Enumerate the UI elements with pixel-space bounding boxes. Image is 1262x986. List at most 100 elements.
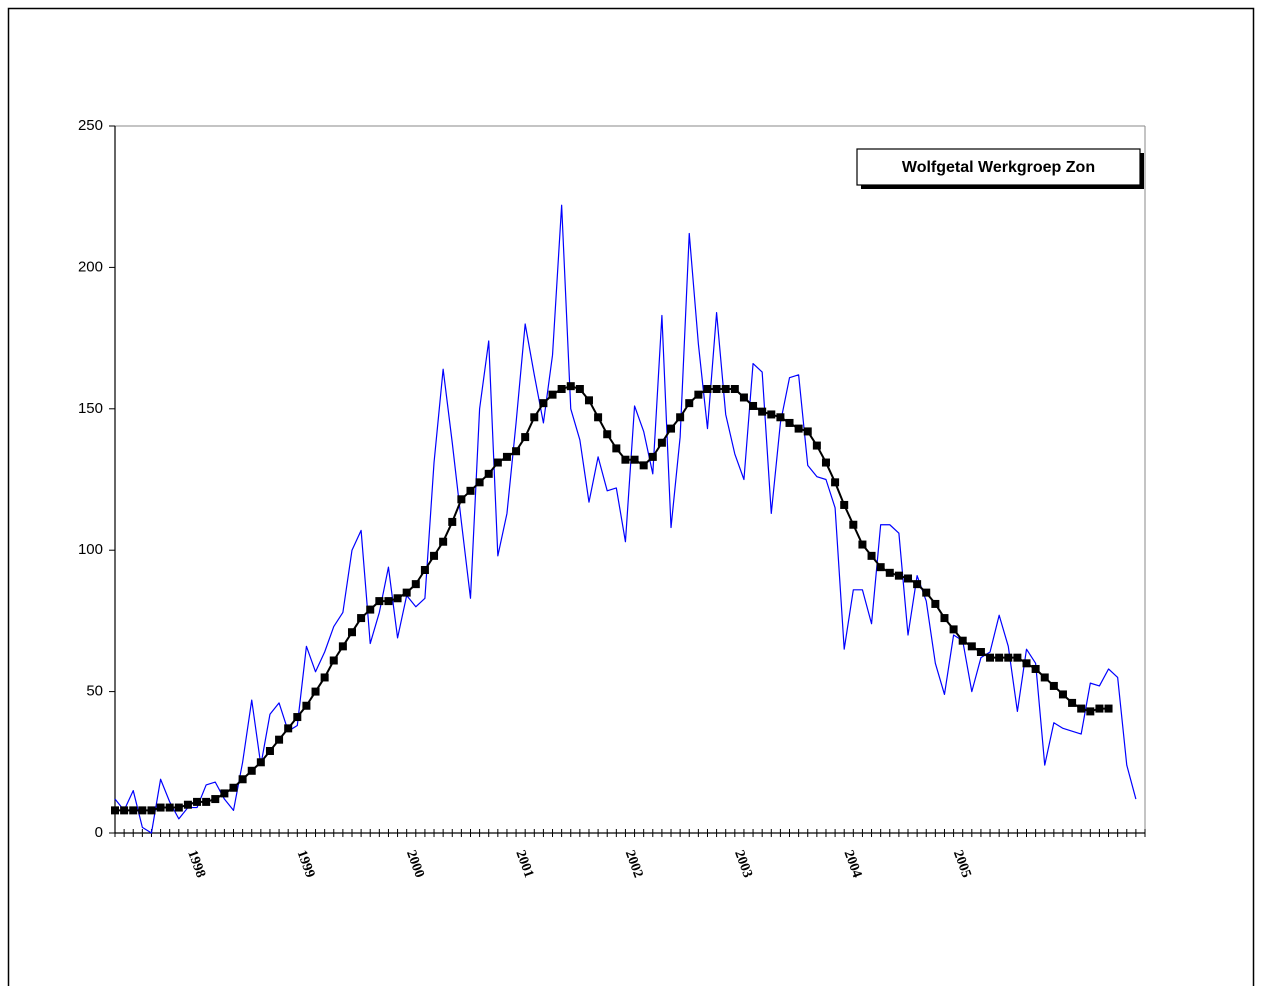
x-tick-label: 1999: [294, 848, 318, 879]
marker: [530, 413, 539, 422]
marker: [694, 390, 703, 399]
x-tick-label: 1998: [184, 848, 208, 879]
marker: [329, 656, 338, 665]
marker: [238, 775, 247, 784]
marker: [539, 399, 548, 408]
marker: [1004, 653, 1013, 662]
marker: [120, 806, 129, 815]
marker: [247, 766, 256, 775]
marker: [466, 486, 475, 495]
marker: [712, 385, 721, 394]
marker: [220, 789, 229, 798]
marker: [885, 568, 894, 577]
marker: [1068, 698, 1077, 707]
x-tick-label: 2001: [512, 848, 536, 879]
marker: [849, 520, 858, 529]
marker: [156, 803, 165, 812]
marker: [165, 803, 174, 812]
marker: [667, 424, 676, 433]
marker: [420, 565, 429, 574]
marker: [785, 418, 794, 427]
marker: [393, 594, 402, 603]
marker: [366, 605, 375, 614]
marker: [457, 495, 466, 504]
marker: [657, 438, 666, 447]
legend-box: [856, 148, 1141, 186]
marker: [411, 580, 420, 589]
frame: [7, 7, 1255, 986]
marker: [867, 551, 876, 560]
marker: [967, 642, 976, 651]
marker: [931, 599, 940, 608]
marker: [730, 385, 739, 394]
marker: [758, 407, 767, 416]
marker: [1031, 664, 1040, 673]
marker: [594, 413, 603, 422]
marker: [1013, 653, 1022, 662]
marker: [347, 628, 356, 637]
marker: [685, 399, 694, 408]
marker: [265, 746, 274, 755]
marker: [1040, 673, 1049, 682]
marker: [612, 444, 621, 453]
marker: [384, 597, 393, 606]
y-tick-label: 150: [78, 400, 103, 417]
marker: [402, 588, 411, 597]
marker: [521, 433, 530, 442]
marker: [1022, 659, 1031, 668]
y-tick-label: 0: [95, 824, 103, 841]
marker: [138, 806, 147, 815]
marker: [940, 614, 949, 623]
marker: [922, 588, 931, 597]
marker: [840, 500, 849, 509]
marker: [776, 413, 785, 422]
marker: [147, 806, 156, 815]
marker: [894, 571, 903, 580]
marker: [183, 800, 192, 809]
marker: [767, 410, 776, 419]
marker: [548, 390, 557, 399]
marker: [284, 724, 293, 733]
marker: [375, 597, 384, 606]
marker: [858, 540, 867, 549]
marker: [812, 441, 821, 450]
marker: [111, 806, 119, 815]
marker: [703, 385, 712, 394]
marker: [311, 687, 320, 696]
marker: [584, 396, 593, 405]
marker: [603, 430, 612, 439]
marker: [621, 455, 630, 464]
marker: [986, 653, 995, 662]
marker: [995, 653, 1004, 662]
marker: [904, 574, 913, 583]
marker: [1058, 690, 1067, 699]
marker: [484, 469, 493, 478]
legend-label: Wolfgetal Werkgroep Zon: [902, 159, 1095, 176]
marker: [229, 783, 238, 792]
marker: [502, 452, 511, 461]
y-tick-label: 250: [78, 117, 103, 134]
marker: [876, 563, 885, 572]
marker: [749, 401, 758, 410]
marker: [493, 458, 502, 467]
marker: [794, 424, 803, 433]
marker: [949, 625, 958, 634]
series-line: [114, 204, 1137, 834]
marker: [913, 580, 922, 589]
marker: [1086, 707, 1095, 716]
marker: [275, 735, 284, 744]
marker: [1077, 704, 1086, 713]
marker: [448, 517, 457, 526]
x-tick-label: 2005: [950, 848, 974, 879]
marker: [557, 385, 566, 394]
marker: [803, 427, 812, 436]
marker: [630, 455, 639, 464]
marker: [302, 701, 311, 710]
marker: [211, 795, 220, 804]
marker: [648, 452, 657, 461]
marker: [174, 803, 183, 812]
marker: [129, 806, 138, 815]
x-tick-label: 2004: [841, 848, 865, 879]
marker: [512, 447, 521, 456]
x-tick-label: 2003: [731, 848, 755, 879]
